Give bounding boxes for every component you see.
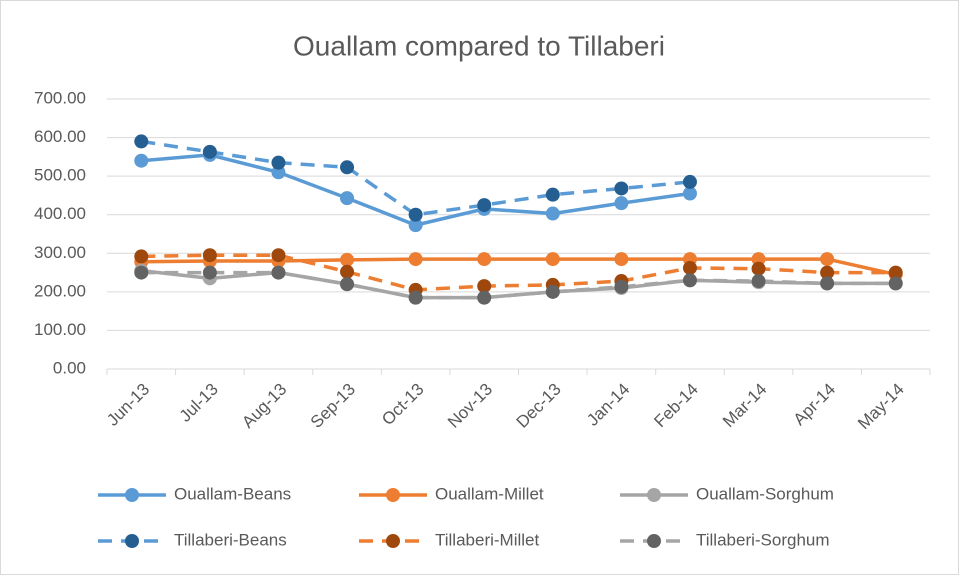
- series-marker: [682, 260, 697, 275]
- series-marker: [614, 181, 629, 196]
- series-marker: [751, 274, 766, 289]
- series-marker: [614, 196, 629, 211]
- series-marker: [340, 264, 355, 279]
- legend-marker: [647, 534, 661, 548]
- series-marker: [545, 252, 560, 267]
- series-marker: [614, 252, 629, 267]
- y-tick-label: 200.00: [34, 281, 86, 300]
- legend-marker: [125, 488, 139, 502]
- series-marker: [134, 134, 149, 149]
- series-marker: [271, 155, 286, 170]
- series-marker: [340, 277, 355, 292]
- series-marker: [340, 252, 355, 267]
- y-tick-label: 100.00: [34, 320, 86, 339]
- series-marker: [751, 261, 766, 276]
- legend-marker: [386, 534, 400, 548]
- series-marker: [545, 206, 560, 221]
- legend-marker: [386, 488, 400, 502]
- legend-label: Tillaberi-Beans: [174, 530, 287, 549]
- series-marker: [682, 174, 697, 189]
- series-marker: [340, 191, 355, 206]
- series-line: [141, 257, 897, 277]
- series-marker: [545, 284, 560, 299]
- series-marker: [340, 160, 355, 175]
- series-marker: [134, 153, 149, 168]
- series-marker: [134, 249, 149, 264]
- series-marker: [682, 273, 697, 288]
- legend-label: Tillaberi-Millet: [435, 530, 539, 549]
- y-tick-label: 400.00: [34, 204, 86, 223]
- series-line: [141, 270, 896, 300]
- legend-label: Ouallam-Sorghum: [696, 484, 834, 503]
- y-tick-label: 600.00: [34, 127, 86, 146]
- series-marker: [271, 265, 286, 280]
- series-marker: [888, 276, 903, 291]
- series-marker: [202, 265, 217, 280]
- series-marker: [820, 276, 835, 291]
- series-marker: [820, 265, 835, 280]
- series-line: [141, 139, 691, 217]
- series-marker: [202, 248, 217, 263]
- series-marker: [888, 265, 903, 280]
- legend-label: Ouallam-Beans: [174, 484, 291, 503]
- series-marker: [408, 218, 423, 233]
- y-tick-label: 500.00: [34, 166, 86, 185]
- series-marker: [408, 252, 423, 267]
- series-marker: [545, 187, 560, 202]
- series-marker: [477, 290, 492, 305]
- series-marker: [614, 279, 629, 294]
- series-marker: [408, 207, 423, 222]
- series-marker: [408, 290, 423, 305]
- legend-label: Ouallam-Millet: [435, 484, 544, 503]
- y-tick-label: 0.00: [53, 358, 86, 377]
- chart-title: Ouallam compared to Tillaberi: [293, 30, 665, 61]
- series-line: [141, 253, 896, 292]
- y-tick-label: 700.00: [34, 88, 86, 107]
- legend-label: Tillaberi-Sorghum: [696, 530, 830, 549]
- series-marker: [271, 165, 286, 180]
- legend-marker: [125, 534, 139, 548]
- series-marker: [682, 186, 697, 201]
- series-marker: [751, 252, 766, 267]
- series-marker: [202, 144, 217, 159]
- series-marker: [271, 248, 286, 263]
- series-marker: [477, 252, 492, 267]
- y-tick-label: 300.00: [34, 243, 86, 262]
- series-marker: [477, 279, 492, 294]
- series-marker: [477, 198, 492, 213]
- series-marker: [820, 252, 835, 267]
- series-marker: [134, 265, 149, 280]
- legend-marker: [647, 488, 661, 502]
